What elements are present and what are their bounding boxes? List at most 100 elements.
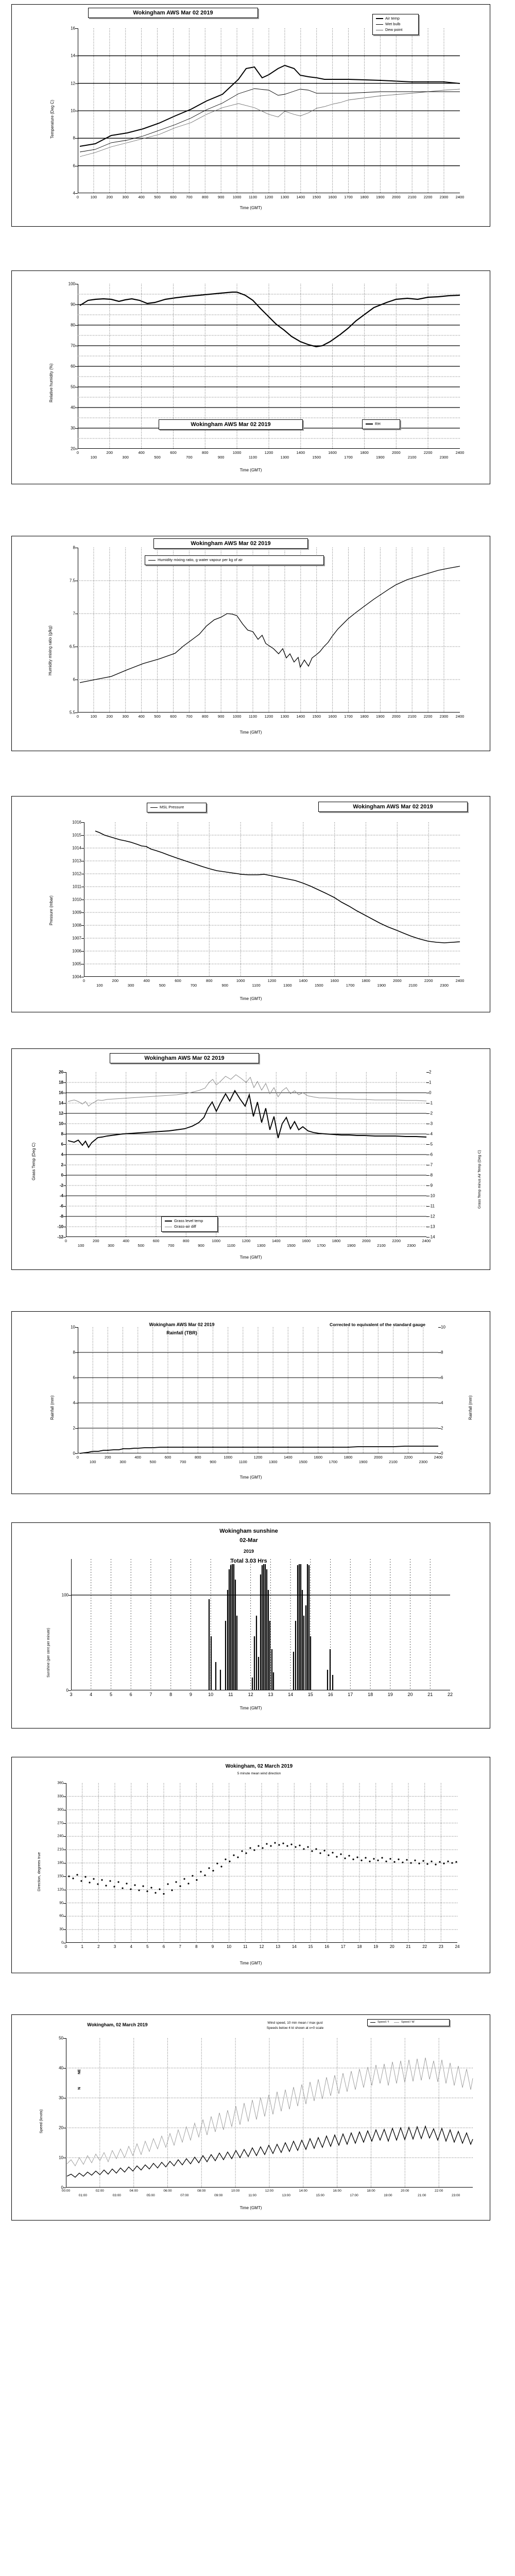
xtick-label: 900 (217, 714, 225, 719)
plot-temperature: 16 14 12 10 8 6 4 0 100 200 300 400 500 … (71, 26, 464, 200)
xtick-label: 13 (276, 1944, 281, 1949)
xtick-label: 100 (90, 195, 97, 199)
xtick-label: 20:00 (401, 2189, 409, 2193)
ytick-label: 4 (73, 191, 75, 196)
axis-title-y: Humidity mixing ratio (g/kg) (48, 625, 53, 675)
xtick-label: 1900 (358, 1460, 368, 1464)
ytick-label-right: -1 (429, 1100, 433, 1106)
ytick-label: 20 (71, 446, 75, 451)
xtick-label: 1800 (362, 978, 370, 983)
xtick-label: 2000 (373, 1455, 383, 1460)
xtick-label: 800 (202, 714, 209, 719)
ytick-label: 10 (59, 1121, 63, 1126)
xtick-label: 200 (112, 978, 119, 983)
ytick-label-right: -11 (429, 1204, 435, 1209)
ytick-label-right: -13 (429, 1224, 435, 1229)
xtick-label: 1800 (360, 450, 369, 455)
xtick-label: 1000 (224, 1455, 233, 1460)
ytick-label: 16 (59, 1090, 63, 1095)
xtick-label: 300 (127, 983, 134, 988)
ytick-label: 150 (57, 1874, 63, 1878)
ytick-label: 1016 (72, 820, 81, 825)
axis-title-x: Time (GMT) (239, 206, 262, 210)
xtick-label: 2400 (455, 450, 465, 455)
chart-legend: Humidity mixing ratio, g water vapour pe… (145, 555, 324, 565)
legend-swatch-air-temp (376, 18, 383, 20)
axis-title-y-right: Rainfall (mm) (468, 1395, 473, 1420)
ytick-label: 5.5 (69, 710, 75, 715)
xtick-label: 400 (143, 978, 150, 983)
xtick-label: 1000 (232, 195, 242, 199)
legend-row: Speed / W (394, 2021, 415, 2025)
xtick-label: 2100 (389, 1460, 398, 1464)
ytick-label: 360 (57, 1781, 63, 1785)
xtick-label: 2000 (391, 195, 401, 199)
ytick-label-right: 1 (429, 1080, 432, 1085)
ytick-label: 8 (73, 135, 75, 141)
xtick-label: 600 (170, 714, 177, 719)
xtick-label: 900 (217, 455, 225, 460)
xtick-label: 00:00 (61, 2189, 71, 2193)
ytick-label: 1012 (72, 871, 81, 876)
legend-row: Air temp (376, 16, 415, 22)
xtick-label: 1900 (376, 455, 385, 460)
legend-row: MSL Pressure (150, 805, 203, 810)
xtick-label: 2100 (407, 455, 417, 460)
legend-label: Speed / f (377, 2021, 389, 2024)
xtick-label: 5 (146, 1944, 149, 1949)
xtick-label: 1300 (283, 983, 292, 988)
xtick-label: 21:00 (418, 2194, 426, 2197)
xtick-label: 700 (167, 1243, 175, 1248)
plot-pressure: 1016 1015 1014 1013 1012 1011 1010 1009 … (72, 820, 464, 988)
xtick-label: 800 (206, 978, 213, 983)
ytick-label: 6 (73, 163, 75, 168)
ytick-label-right: -3 (429, 1121, 433, 1126)
ytick-label: 60 (71, 364, 75, 369)
chart-title: Wokingham AWS Mar 02 2019 (88, 8, 258, 18)
xtick-label: 15:00 (316, 2194, 324, 2197)
ytick-label-right: 0 (429, 1090, 432, 1095)
wind-speed-title: Wokingham, 02 March 2019 (87, 2022, 148, 2027)
xtick-label: 2300 (407, 1243, 416, 1248)
axis-title-y: Temperature (Deg C) (50, 99, 55, 139)
xtick-label: 21 (427, 1692, 433, 1697)
xtick-label: 19 (373, 1944, 379, 1949)
ytick-label: 100 (61, 1592, 68, 1598)
axis-title-y: Relative humidity (%) (49, 363, 54, 402)
chart-title-line1: Wokingham AWS Mar 02 2019 (149, 1322, 215, 1327)
xtick-label: 2400 (434, 1455, 443, 1460)
panel-mixing-ratio: 8 7.5 7 6.5 6 5.5 0 100 200 300 400 500 … (11, 536, 490, 751)
wind-direction-title: Wokingham, 02 March 2019 (225, 1764, 293, 1769)
xtick-label: 2200 (423, 195, 433, 199)
xtick-label: 600 (152, 1239, 160, 1243)
chart-legend: Speed / f Speed / W (367, 2019, 450, 2026)
panel-pressure: 1016 1015 1014 1013 1012 1011 1010 1009 … (11, 796, 490, 1012)
ytick-label: -8 (59, 1214, 63, 1219)
sunshine-title-line2: 02-Mar (239, 1537, 258, 1544)
xtick-label: 500 (149, 1460, 157, 1464)
ytick-label: 60 (59, 1914, 63, 1918)
xtick-label: 16 (328, 1692, 333, 1697)
ytick-label: 30 (71, 426, 75, 431)
xtick-label: 17:00 (350, 2194, 358, 2197)
ytick-label: 1013 (72, 858, 81, 863)
mixing-ratio-svg (78, 548, 460, 713)
xtick-label: 0 (64, 1944, 67, 1949)
ytick-label: 6 (73, 1375, 75, 1380)
ytick-label-right: -2 (429, 1111, 433, 1116)
panel-wind-speed: 50 40 30 20 10 0 00:00 02:00 04:00 06:00… (11, 2014, 490, 2221)
xtick-label: 600 (164, 1455, 171, 1460)
xtick-label: 03:00 (112, 2194, 121, 2197)
ytick-label: -6 (59, 1204, 63, 1209)
xtick-label: 100 (90, 455, 97, 460)
xtick-label: 1700 (344, 714, 353, 719)
legend-swatch-wet-bulb (376, 24, 383, 25)
sunshine-title-line1: Wokingham sunshine (219, 1528, 278, 1534)
xtick-label: 01:00 (78, 2194, 88, 2197)
ytick-label: 8 (73, 1350, 75, 1355)
xtick-label: 1300 (256, 1243, 266, 1248)
chart-title: Wokingham AWS Mar 02 2019 (110, 1053, 259, 1063)
plot-frame (78, 1327, 438, 1453)
wind-speed-svg (66, 2038, 473, 2188)
legend-row: Grass level temp (165, 1218, 214, 1224)
